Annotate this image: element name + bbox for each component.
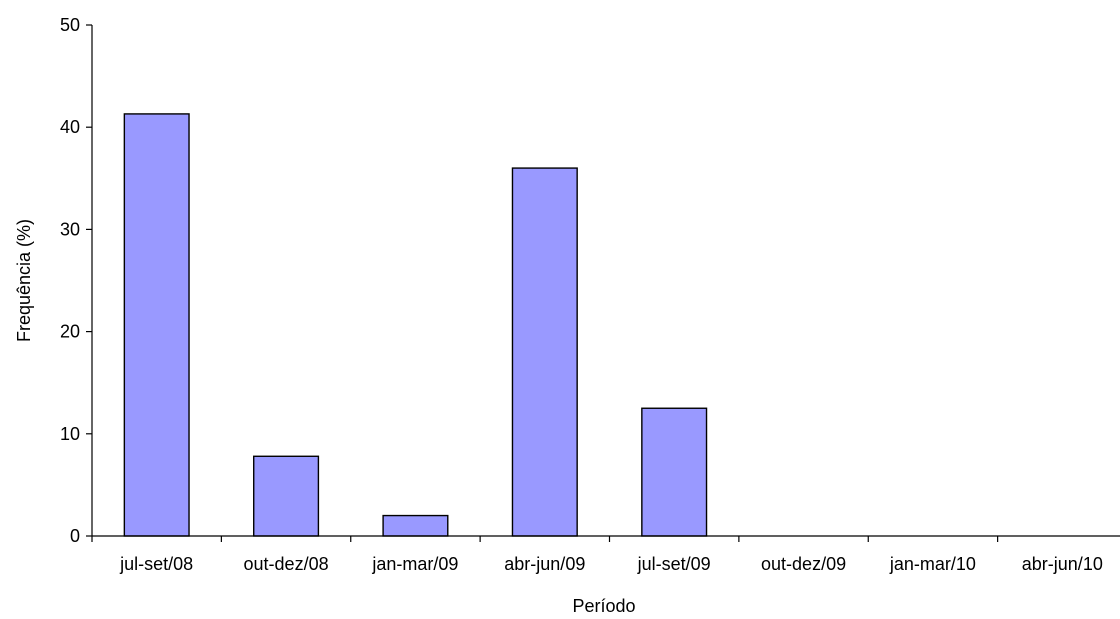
x-tick-label: jul-set/09 [637,554,711,574]
x-tick-label: jan-mar/10 [889,554,976,574]
bar-jan-mar/09 [382,514,449,537]
y-tick-label: 40 [60,117,80,137]
x-axis-title: Período [572,596,635,616]
x-tick-label: jul-set/08 [119,554,193,574]
y-tick-label: 50 [60,15,80,35]
x-tick-label: jan-mar/09 [371,554,458,574]
y-tick-label: 10 [60,424,80,444]
x-tick-label: abr-jun/10 [1022,554,1103,574]
y-ticks-group: 0 10 20 30 40 50 [60,15,92,546]
x-tick-label: abr-jun/09 [504,554,585,574]
x-tick-label: out-dez/08 [244,554,329,574]
bar-out-dez/08 [253,455,320,537]
bar-jul-set/09 [641,407,708,537]
bar-abr-jun/09 [511,167,578,537]
x-ticks-group: jul-set/08 out-dez/08 jan-mar/09 abr-jun/09… [91,536,1103,574]
bar-jul-set/08 [123,113,190,537]
y-tick-label: 20 [60,322,80,342]
x-tick-label: out-dez/09 [761,554,846,574]
bars-group [123,113,708,537]
y-tick-label: 30 [60,219,80,239]
y-axis-title: Frequência (%) [14,219,34,342]
y-tick-label: 0 [70,526,80,546]
